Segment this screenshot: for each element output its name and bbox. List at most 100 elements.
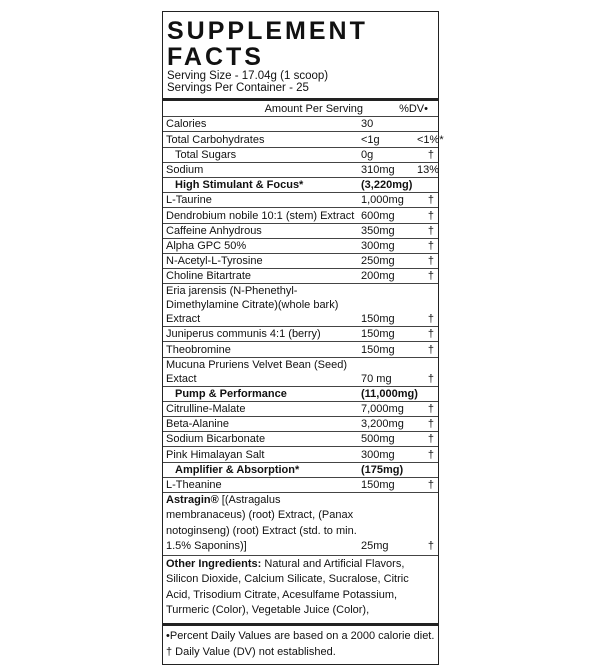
nutrient-row: Alpha GPC 50% 300mg † bbox=[163, 237, 438, 253]
nutrient-dv: † bbox=[427, 478, 434, 491]
footnote-dagger: † Daily Value (DV) not established. bbox=[166, 645, 336, 658]
servings-per-container: Servings Per Container - 25 bbox=[167, 82, 309, 94]
nutrient-dv: 13% bbox=[417, 163, 440, 176]
nutrient-row: Amplifier & Absorption* (175mg) bbox=[163, 461, 438, 477]
nutrient-name: Total Sugars bbox=[175, 148, 237, 161]
nutrient-row: Pump & Performance (11,000mg) bbox=[163, 385, 438, 401]
nutrient-dv: † bbox=[427, 433, 434, 446]
nutrient-dv: † bbox=[427, 194, 434, 207]
nutrient-name: Pump & Performance bbox=[175, 387, 287, 400]
nutrient-dv: † bbox=[427, 313, 434, 326]
nutrient-amount: <1g bbox=[361, 133, 380, 146]
astragin-row: Astragin® [(Astragalus membranaceus) (ro… bbox=[163, 491, 438, 555]
nutrient-amount: 300mg bbox=[361, 448, 395, 461]
nutrient-row: High Stimulant & Focus* (3,220mg) bbox=[163, 176, 438, 192]
nutrient-row: Juniperus communis 4:1 (berry) 150mg † bbox=[163, 326, 438, 341]
nutrient-name: Dendrobium nobile 10:1 (stem) Extract bbox=[166, 209, 355, 222]
nutrient-amount: 150mg bbox=[361, 313, 395, 326]
nutrient-name: Pink Himalayan Salt bbox=[166, 448, 265, 461]
nutrient-dv: † bbox=[427, 239, 434, 252]
nutrient-name: Mucuna Pruriens Velvet Bean (Seed) Extac… bbox=[166, 358, 347, 385]
nutrient-row: Choline Bitartrate 200mg † bbox=[163, 268, 438, 283]
label-title: SUPPLEMENT FACTS bbox=[167, 17, 368, 71]
nutrient-dv: <1%* bbox=[417, 133, 444, 146]
nutrient-dv: † bbox=[427, 418, 434, 431]
astragin-dv: † bbox=[427, 540, 434, 553]
nutrient-dv: † bbox=[427, 372, 434, 385]
nutrient-amount: 200mg bbox=[361, 270, 395, 283]
nutrient-row: L-Taurine 1,000mg † bbox=[163, 192, 438, 207]
nutrient-row: Total Carbohydrates <1g <1%* bbox=[163, 131, 444, 146]
nutrient-row: Dendrobium nobile 10:1 (stem) Extract 600… bbox=[163, 207, 438, 222]
other-ingredients: Other Ingredients: Natural and Artificia… bbox=[163, 554, 438, 623]
astragin-amount: 25mg bbox=[361, 540, 389, 553]
nutrient-row: Calories 30 bbox=[163, 116, 438, 131]
nutrient-amount: 150mg bbox=[361, 343, 395, 356]
nutrient-name: Caffeine Anhydrous bbox=[166, 224, 262, 237]
nutrient-amount: 310mg bbox=[361, 163, 395, 176]
nutrient-name: Eria jarensis (N-Phenethyl-Dimethylamine… bbox=[166, 285, 339, 326]
nutrient-row: Mucuna Pruriens Velvet Bean (Seed) Extac… bbox=[163, 356, 438, 386]
nutrient-dv: † bbox=[427, 255, 434, 268]
nutrient-name: Alpha GPC 50% bbox=[166, 239, 247, 252]
nutrient-name: High Stimulant & Focus* bbox=[175, 179, 304, 192]
footnotes: •Percent Daily Values are based on a 200… bbox=[163, 626, 438, 662]
nutrient-name: Sodium Bicarbonate bbox=[166, 433, 266, 446]
nutrient-name: Theobromine bbox=[166, 343, 231, 356]
nutrient-row: Caffeine Anhydrous 350mg † bbox=[163, 222, 438, 238]
nutrient-name: Total Carbohydrates bbox=[166, 133, 265, 146]
nutrient-row: L-Theanine 150mg † bbox=[163, 476, 438, 492]
nutrient-name: Citrulline-Malate bbox=[166, 403, 246, 415]
astragin-name: Astragin® bbox=[166, 493, 219, 506]
amount-header: Amount Per Serving bbox=[264, 103, 363, 116]
serving-size: Serving Size - 17.04g (1 scoop) bbox=[167, 70, 329, 82]
dv-header: %DV• bbox=[399, 103, 428, 116]
nutrient-dv: † bbox=[427, 343, 434, 356]
nutrient-name: Beta-Alanine bbox=[166, 418, 229, 431]
nutrient-amount: 30 bbox=[361, 118, 374, 131]
nutrient-row: Sodium 310mg 13% bbox=[163, 161, 439, 177]
nutrient-amount: 150mg bbox=[361, 328, 395, 341]
footnote-dv: •Percent Daily Values are based on a 200… bbox=[166, 629, 435, 642]
nutrient-name: Amplifier & Absorption* bbox=[175, 463, 300, 476]
nutrient-amount: 500mg bbox=[361, 433, 395, 446]
nutrient-row: Theobromine 150mg † bbox=[163, 341, 438, 356]
nutrient-row: N-Acetyl-L-Tyrosine 250mg † bbox=[163, 252, 438, 268]
nutrient-amount: (3,220mg) bbox=[361, 179, 413, 192]
astragin-description: Astragin® [(Astragalus membranaceus) (ro… bbox=[163, 493, 361, 555]
nutrient-amount: 7,000mg bbox=[361, 403, 404, 415]
nutrient-amount: 600mg bbox=[361, 209, 395, 222]
nutrient-row: Eria jarensis (N-Phenethyl-Dimethylamine… bbox=[163, 283, 438, 326]
nutrient-dv: † bbox=[427, 448, 434, 461]
nutrient-dv: † bbox=[427, 224, 434, 237]
nutrient-amount: 0g bbox=[361, 148, 374, 161]
nutrient-name: L-Theanine bbox=[166, 478, 222, 491]
nutrient-name: L-Taurine bbox=[166, 194, 212, 207]
nutrient-amount: 350mg bbox=[361, 224, 395, 237]
nutrient-amount: 70 mg bbox=[361, 372, 392, 385]
nutrient-amount: (11,000mg) bbox=[361, 387, 418, 400]
nutrient-row: Pink Himalayan Salt 300mg † bbox=[163, 446, 438, 461]
nutrient-amount: 150mg bbox=[361, 478, 395, 491]
nutrient-name: Choline Bitartrate bbox=[166, 270, 251, 283]
astragin-text: [(Astragalus membranaceus) (root) Extrac… bbox=[166, 493, 357, 553]
nutrient-name: N-Acetyl-L-Tyrosine bbox=[166, 255, 263, 268]
nutrient-amount: 1,000mg bbox=[361, 194, 404, 207]
nutrient-dv: † bbox=[427, 148, 434, 161]
nutrient-name: Juniperus communis 4:1 (berry) bbox=[166, 328, 321, 341]
nutrient-dv: † bbox=[427, 403, 434, 415]
nutrient-amount: 250mg bbox=[361, 255, 395, 268]
nutrient-name: Calories bbox=[166, 118, 207, 131]
nutrient-dv: † bbox=[427, 328, 434, 341]
nutrient-row: Total Sugars 0g † bbox=[163, 146, 438, 162]
nutrient-amount: 3,200mg bbox=[361, 418, 404, 431]
column-header: Amount Per Serving %DV• bbox=[163, 101, 438, 116]
other-ingredients-label: Other Ingredients: bbox=[166, 557, 262, 570]
nutrient-amount: 300mg bbox=[361, 239, 395, 252]
supplement-facts-label: SUPPLEMENT FACTS Serving Size - 17.04g (… bbox=[162, 11, 444, 665]
nutrient-dv: † bbox=[427, 270, 434, 283]
nutrient-row: Sodium Bicarbonate 500mg † bbox=[163, 431, 438, 446]
nutrient-name: Sodium bbox=[166, 163, 204, 176]
nutrient-amount: (175mg) bbox=[361, 463, 404, 476]
nutrient-row: Beta-Alanine 3,200mg † bbox=[163, 416, 438, 431]
